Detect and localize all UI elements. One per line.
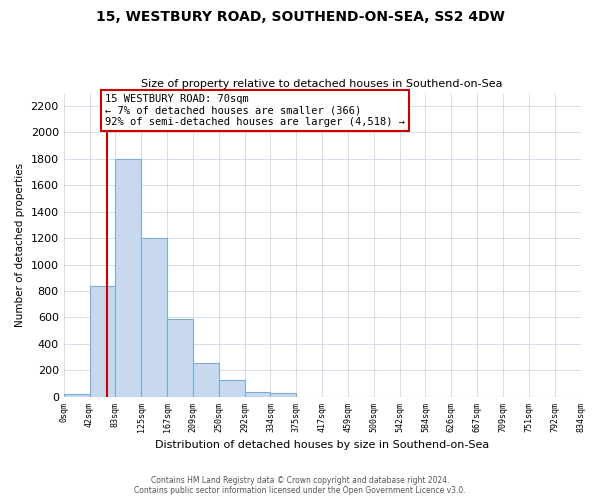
Y-axis label: Number of detached properties: Number of detached properties — [15, 162, 25, 326]
Text: Contains HM Land Registry data © Crown copyright and database right 2024.
Contai: Contains HM Land Registry data © Crown c… — [134, 476, 466, 495]
Bar — [64, 394, 89, 397]
Bar — [245, 392, 271, 397]
Bar — [141, 238, 167, 397]
Bar — [115, 158, 141, 397]
Bar — [271, 394, 296, 397]
X-axis label: Distribution of detached houses by size in Southend-on-Sea: Distribution of detached houses by size … — [155, 440, 489, 450]
Bar — [219, 380, 245, 397]
Bar — [193, 363, 219, 397]
Title: Size of property relative to detached houses in Southend-on-Sea: Size of property relative to detached ho… — [142, 79, 503, 89]
Bar — [167, 319, 193, 397]
Bar — [89, 286, 115, 397]
Text: 15 WESTBURY ROAD: 70sqm
← 7% of detached houses are smaller (366)
92% of semi-de: 15 WESTBURY ROAD: 70sqm ← 7% of detached… — [105, 94, 405, 128]
Text: 15, WESTBURY ROAD, SOUTHEND-ON-SEA, SS2 4DW: 15, WESTBURY ROAD, SOUTHEND-ON-SEA, SS2 … — [95, 10, 505, 24]
